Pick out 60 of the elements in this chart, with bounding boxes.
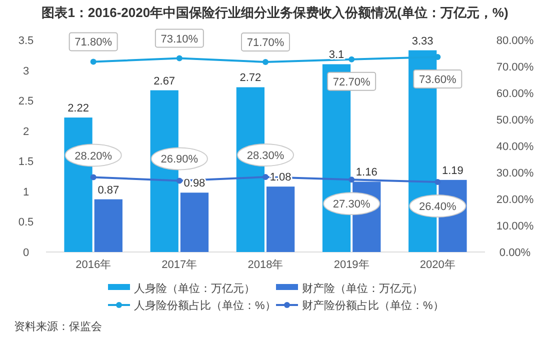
x-tick-label: 2018年 (248, 259, 284, 271)
data-label: 72.70% (332, 76, 370, 88)
data-label: 71.80% (74, 36, 112, 49)
y-tick-label: 1 (22, 186, 30, 198)
y-tick-label: 3 (22, 65, 30, 78)
point (348, 176, 355, 183)
legend-label: 人身险（单位：万亿元） (134, 282, 255, 295)
y2-tick-label: 60.00% (496, 88, 534, 100)
data-label: 28.30% (246, 150, 284, 162)
data-label: 2.67 (154, 75, 176, 88)
point (262, 174, 268, 180)
data-label: 0.87 (98, 184, 120, 196)
y-tick-label: 1.5 (18, 156, 34, 168)
data-label: 26.40% (419, 201, 457, 214)
y-tick-label: 2.5 (18, 96, 34, 108)
y-tick-label: 0 (22, 247, 30, 259)
y2-tick-label: 30.00% (496, 168, 534, 180)
data-label: 0.98 (184, 178, 206, 190)
data-label: 27.30% (332, 198, 370, 211)
point (90, 174, 96, 180)
y2-tick-label: 50.00% (496, 114, 534, 126)
point (176, 178, 182, 184)
data-label: 3.33 (412, 35, 434, 48)
x-tick-label: 2020年 (420, 259, 456, 271)
y2-tick-label: 70.00% (496, 62, 534, 74)
point (176, 55, 182, 62)
point (434, 179, 441, 186)
data-label: 71.70% (246, 36, 284, 49)
bar (266, 186, 295, 252)
point (262, 58, 268, 65)
data-label: 2.72 (240, 72, 262, 84)
chart-title: 图表1：2016-2020年中国保险行业细分业务保费收入份额情况(单位：万亿元，%) (42, 5, 508, 20)
data-label: 26.90% (160, 154, 198, 166)
data-label: 73.60% (419, 74, 457, 86)
y2-tick-label: 80.00% (496, 35, 534, 47)
x-tick-label: 2019年 (334, 259, 370, 271)
data-label: 73.10% (160, 33, 198, 46)
point (348, 56, 355, 62)
legend-label: 财产险（单位：万亿元） (302, 282, 423, 295)
bar (180, 192, 209, 252)
point (90, 58, 96, 65)
x-tick-label: 2017年 (162, 259, 198, 271)
y2-tick-label: 0.00% (499, 247, 531, 259)
data-label: 3.1 (328, 49, 344, 62)
y2-tick-label: 10.00% (496, 220, 534, 232)
data-label: 1.19 (442, 164, 464, 177)
x-tick-label: 2016年 (76, 259, 112, 271)
text: 资料来源：保监会 (14, 320, 102, 333)
y-tick-label: 0.5 (18, 216, 34, 229)
legend-label: 财产险份额占比（单位：%） (302, 299, 444, 312)
data-label: 28.20% (74, 150, 112, 162)
y2-tick-label: 20.00% (496, 194, 534, 206)
data-label: 1.16 (356, 166, 378, 179)
y-tick-label: 3.5 (18, 35, 34, 47)
point (434, 54, 441, 60)
y-tick-label: 2 (22, 126, 30, 138)
legend-label: 人身险份额占比（单位：%） (134, 299, 276, 312)
bar (94, 199, 122, 252)
data-label: 2.22 (68, 102, 89, 115)
y2-tick-label: 40.00% (496, 141, 534, 153)
